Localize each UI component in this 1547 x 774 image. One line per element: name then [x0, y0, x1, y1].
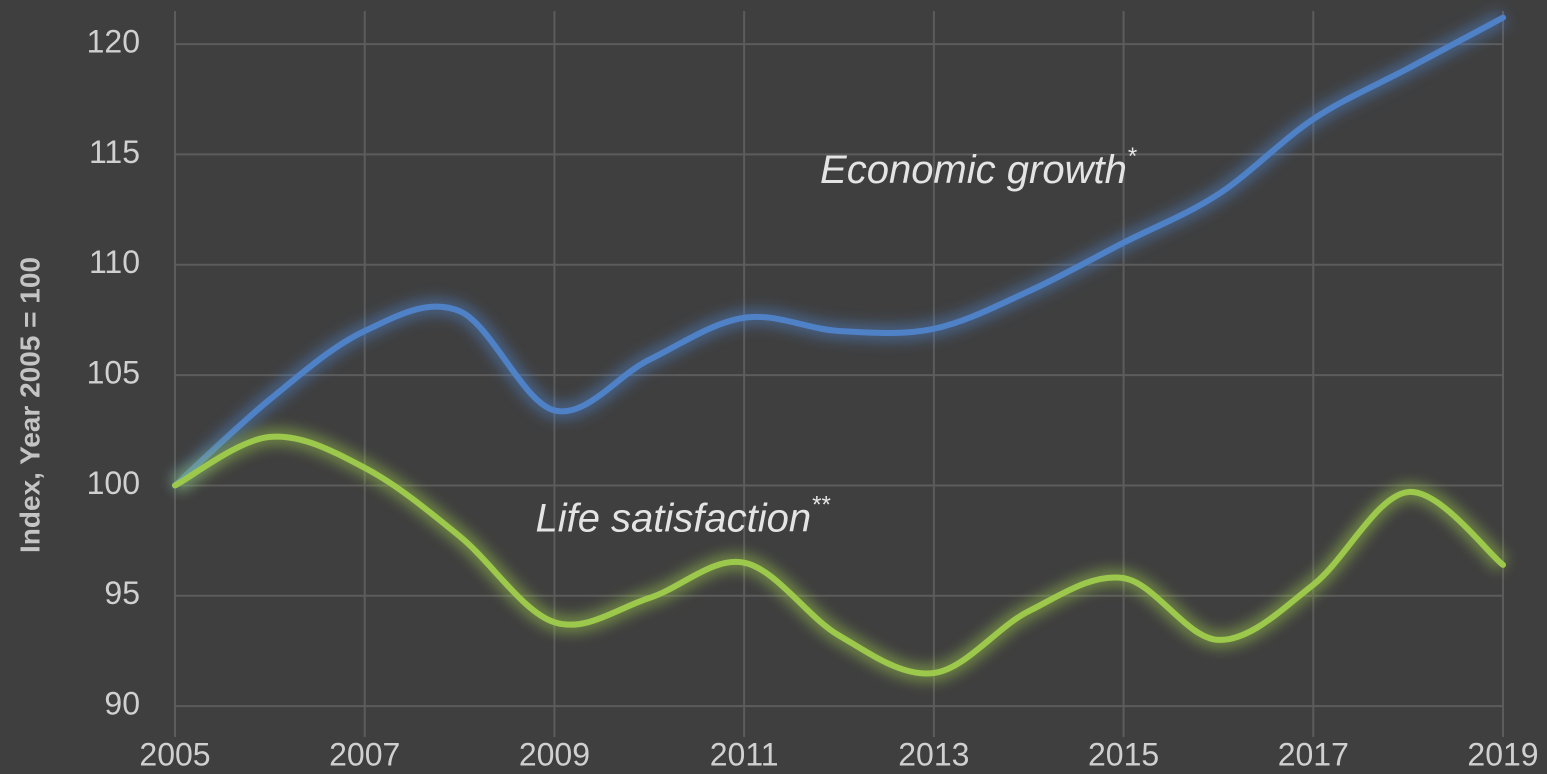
x-tick-label: 2015	[1088, 736, 1159, 772]
annotation-sup: *	[1127, 143, 1137, 170]
x-tick-label: 2009	[519, 736, 590, 772]
x-tick-label: 2017	[1278, 736, 1349, 772]
line	[172, 433, 1506, 677]
line-glow	[169, 10, 1507, 492]
line	[172, 14, 1506, 489]
x-tick-label: 2013	[898, 736, 969, 772]
annotation-sup: **	[811, 492, 830, 519]
annotation-text: Economic growth	[820, 148, 1127, 192]
y-tick-label: 120	[87, 24, 140, 60]
y-tick-label: 105	[87, 355, 140, 391]
x-tick-label: 2005	[139, 736, 210, 772]
annotation: Economic growth*	[820, 143, 1137, 191]
annotation-text: Life satisfaction	[535, 496, 811, 540]
y-tick-label: 110	[89, 244, 140, 280]
y-axis-title: Index, Year 2005 = 100	[14, 257, 45, 553]
y-tick-label: 95	[104, 575, 140, 611]
x-tick-label: 2011	[710, 736, 779, 772]
x-tick-label: 2019	[1467, 736, 1538, 772]
y-tick-label: 115	[89, 134, 140, 170]
annotation: Life satisfaction**	[535, 492, 830, 540]
y-tick-label: 100	[87, 465, 140, 501]
y-tick-label: 90	[104, 686, 140, 722]
x-tick-label: 2007	[329, 736, 400, 772]
